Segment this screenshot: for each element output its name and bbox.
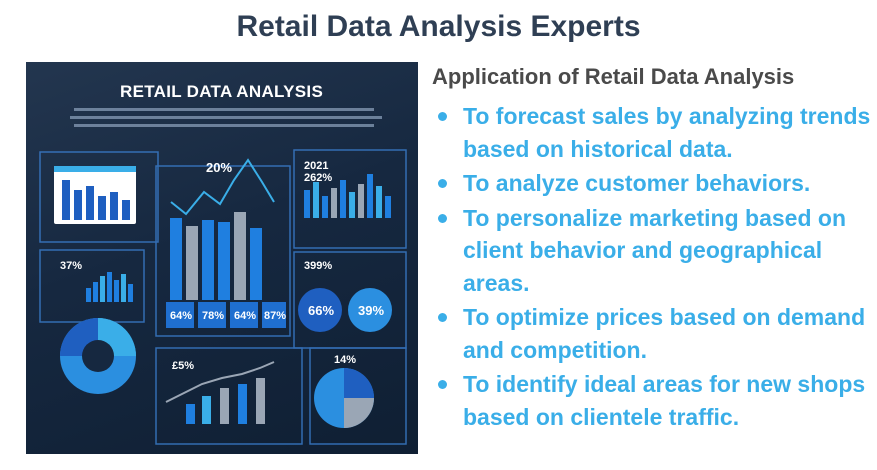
stat-box-3-label: 64% [234, 310, 257, 322]
bullet-dot-icon [438, 313, 447, 322]
pie-chart [314, 368, 374, 428]
stat-boxes [166, 302, 286, 328]
list-item-text: To analyze customer behaviors. [463, 170, 811, 196]
left-mid-bar-chart [86, 272, 133, 302]
bottom-mid-chart [165, 361, 275, 424]
bottom-mid-percent: £5% [172, 360, 195, 372]
year-label: 2021 [304, 160, 329, 172]
center-percent: 20% [206, 160, 233, 175]
dashboard-title: RETAIL DATA ANALYSIS [120, 82, 324, 101]
bullet-dot-icon [438, 213, 447, 223]
stat-circle-1-label: 66% [308, 303, 335, 318]
right-mid-percent: 399% [304, 260, 333, 272]
panel-frame-top-left [39, 151, 159, 243]
right-percent: 262% [304, 172, 333, 184]
list-item-text: To optimize prices based on demand and c… [463, 304, 866, 363]
bullet-dot-icon [438, 179, 447, 188]
dashboard-illustration: RETAIL DATA ANALYSIS 20% 2021 262% 37% 3… [26, 62, 418, 454]
list-item-text: To identify ideal areas for new shops ba… [463, 371, 866, 430]
list-item-text: To personalize marketing based on client… [463, 204, 846, 296]
stat-circle-2 [348, 288, 392, 332]
stat-circle-1 [298, 288, 342, 332]
panel-frame-bottom-mid [155, 347, 303, 445]
section-subtitle: Application of Retail Data Analysis [432, 64, 795, 89]
panel-frame-bottom-right [309, 347, 407, 445]
panel-frame-top-right [293, 149, 407, 249]
center-bar-chart [170, 158, 275, 300]
page-title: Retail Data Analysis Experts [236, 10, 641, 43]
dashboard-graphics [39, 108, 407, 445]
stat-box-1-label: 64% [170, 310, 193, 322]
list-item-text: To forecast sales by analyzing trends ba… [463, 103, 871, 162]
list-item: To identify ideal areas for new shops ba… [434, 368, 874, 433]
bottom-right-percent: 14% [334, 354, 357, 366]
stat-box-2-label: 78% [202, 310, 225, 322]
stat-circle-2-label: 39% [358, 303, 385, 318]
panel-frame-center [155, 165, 291, 337]
top-right-bar-chart [304, 174, 391, 218]
list-item: To forecast sales by analyzing trends ba… [434, 100, 874, 165]
stat-box-4-label: 87% [264, 310, 287, 322]
header-text-lines [70, 108, 382, 127]
list-item: To optimize prices based on demand and c… [434, 301, 874, 366]
monitor-chart [54, 166, 136, 224]
list-item: To analyze customer behaviors. [434, 167, 874, 200]
application-list: To forecast sales by analyzing trends ba… [434, 100, 874, 435]
left-percent: 37% [60, 260, 83, 272]
bullet-dot-icon [438, 112, 447, 121]
list-item: To personalize marketing based on client… [434, 202, 874, 300]
donut-chart [60, 318, 136, 394]
bullet-dot-icon [438, 380, 447, 389]
